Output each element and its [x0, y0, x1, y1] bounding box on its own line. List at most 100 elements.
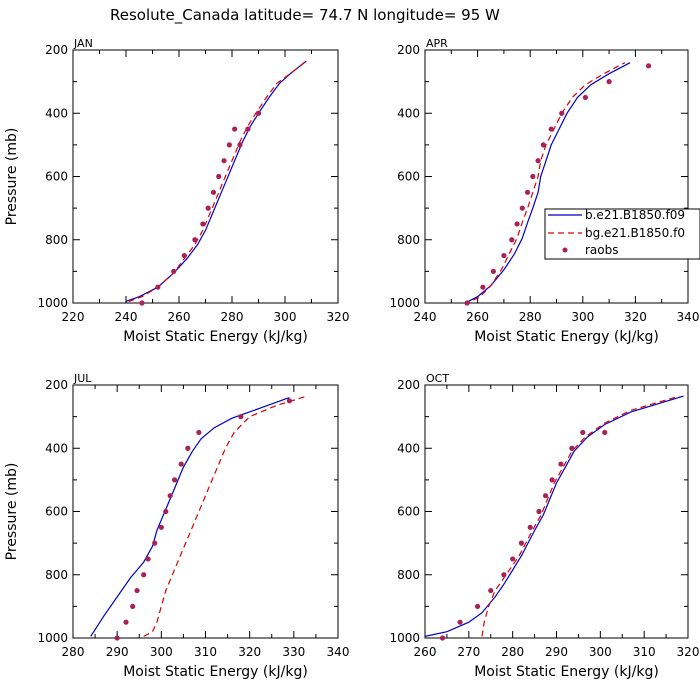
x-axis-title: Moist Static Energy (kJ/kg)	[123, 329, 308, 345]
raobs-point	[114, 635, 120, 641]
legend-label-raobs: raobs	[585, 243, 619, 257]
y-tick-label: 200	[45, 378, 68, 392]
series-line-model1	[125, 60, 307, 302]
raobs-point	[582, 94, 589, 101]
raobs-point	[580, 429, 586, 436]
raobs-point	[141, 572, 147, 578]
raobs-point	[255, 110, 262, 116]
y-tick-label: 600	[45, 170, 68, 184]
y-tick-label: 400	[45, 106, 68, 120]
raobs-point	[559, 110, 565, 116]
raobs-point	[490, 268, 496, 274]
x-tick-label: 260	[466, 310, 489, 324]
x-tick-label: 280	[519, 310, 542, 324]
raobs-point	[232, 126, 238, 132]
x-tick-label: 220	[62, 310, 85, 324]
series-line-model2	[128, 60, 307, 302]
x-tick-label: 300	[150, 645, 173, 659]
panel-jul: JUL 280 290 300 310 320 330 340 200 400 600 800 1000…	[4, 372, 349, 680]
raobs-point	[185, 445, 191, 451]
x-tick-label: 240	[115, 310, 138, 324]
raobs-point	[123, 619, 129, 625]
x-tick-label: 300	[589, 645, 612, 659]
raobs-point	[464, 300, 470, 306]
raobs-point	[542, 493, 549, 499]
raobs-point	[163, 508, 169, 515]
y-tick-label: 1000	[37, 631, 68, 645]
raobs-point	[501, 252, 507, 259]
y-tick-label: 400	[45, 441, 68, 455]
x-tick-label: 340	[677, 310, 700, 324]
raobs-point	[519, 205, 525, 211]
series-line-model2	[481, 395, 680, 637]
raobs-point	[134, 587, 140, 594]
y-tick-label: 400	[397, 106, 420, 120]
raobs-point	[535, 158, 541, 164]
raobs-point	[518, 540, 525, 546]
raobs-point	[167, 493, 173, 499]
raobs-point	[200, 221, 206, 227]
legend-box	[544, 208, 700, 260]
raobs-point	[192, 237, 198, 243]
y-tick-label: 600	[397, 505, 420, 519]
raobs-point	[527, 524, 533, 530]
x-axis-title: Moist Static Energy (kJ/kg)	[474, 329, 659, 345]
raobs-point	[238, 414, 244, 420]
panels-layer: JAN 220 240 260 280 300 320 200 400 600 800 1000 Moi…	[4, 37, 699, 680]
x-tick-label: 290	[106, 645, 129, 659]
raobs-point	[439, 635, 446, 641]
raobs-point	[457, 619, 463, 625]
raobs-point	[536, 508, 542, 515]
raobs-point	[501, 572, 507, 578]
raobs-point	[540, 142, 546, 148]
x-tick-label: 290	[545, 645, 568, 659]
raobs-point	[488, 587, 494, 594]
y-tick-label: 800	[397, 233, 420, 247]
plot-frame	[72, 384, 339, 639]
y-tick-label: 200	[397, 378, 420, 392]
raobs-point	[152, 540, 158, 546]
raobs-point	[548, 126, 554, 132]
y-tick-label: 200	[45, 43, 68, 57]
x-tick-label: 320	[677, 645, 700, 659]
series-line-model1	[463, 62, 631, 303]
panel-jan: JAN 220 240 260 280 300 320 200 400 600 800 1000 Moi…	[4, 37, 349, 345]
y-tick-label: 800	[45, 568, 68, 582]
raobs-point	[171, 477, 178, 483]
raobs-point	[480, 284, 486, 290]
x-tick-label: 300	[274, 310, 297, 324]
raobs-point	[155, 284, 161, 290]
y-tick-label: 1000	[389, 631, 420, 645]
raobs-point	[569, 445, 575, 451]
raobs-point	[645, 63, 652, 69]
raobs-point	[237, 142, 243, 148]
raobs-point	[514, 221, 520, 227]
x-tick-label: 330	[282, 645, 305, 659]
legend-swatch-raobs	[562, 247, 568, 253]
panel-label: APR	[426, 37, 448, 50]
x-tick-label: 280	[62, 645, 85, 659]
series-line-model2	[466, 62, 626, 303]
y-tick-label: 1000	[389, 296, 420, 310]
raobs-point	[210, 189, 217, 195]
plot-frame	[72, 49, 339, 304]
plot-frame	[424, 384, 689, 639]
raobs-point	[181, 252, 187, 259]
x-tick-label: 270	[457, 645, 480, 659]
y-tick-label: 600	[45, 505, 68, 519]
series-line-model2	[143, 395, 308, 637]
plot-frame	[424, 49, 689, 304]
panel-label: JAN	[73, 37, 93, 50]
raobs-point	[475, 603, 481, 609]
x-tick-label: 320	[327, 310, 350, 324]
x-tick-label: 280	[501, 645, 524, 659]
x-axis-title: Moist Static Energy (kJ/kg)	[474, 664, 659, 680]
chart-title: Resolute_Canada latitude= 74.7 N longitu…	[110, 6, 500, 25]
x-tick-label: 320	[624, 310, 647, 324]
y-tick-label: 600	[397, 170, 420, 184]
raobs-point	[558, 461, 564, 467]
panel-label: OCT	[426, 372, 449, 385]
y-tick-label: 800	[45, 233, 68, 247]
x-axis-title: Moist Static Energy (kJ/kg)	[123, 664, 308, 680]
raobs-point	[549, 477, 555, 483]
